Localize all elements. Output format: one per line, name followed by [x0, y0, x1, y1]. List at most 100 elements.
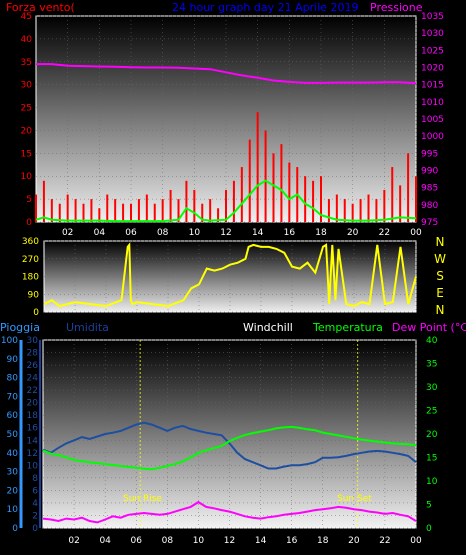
- x-tick-label: 06: [131, 536, 143, 546]
- left-tick-label: 0: [26, 218, 32, 228]
- x-tick-label: 22: [379, 228, 390, 238]
- humidity-line: [42, 421, 417, 470]
- pioggia-label: Pioggia: [0, 321, 40, 334]
- x-tick-label: 00: [410, 228, 422, 238]
- left-tick-label: 45: [21, 12, 32, 22]
- umidita-label: Umidita: [66, 321, 109, 334]
- compass-letter: S: [436, 269, 444, 283]
- direction-tick-label: 180: [22, 273, 39, 283]
- temperature-tick-label: 10: [426, 477, 438, 487]
- x-tick-label: 14: [252, 228, 264, 238]
- left-tick-label: 25: [21, 104, 32, 114]
- humidity-tick-label: 22: [27, 386, 38, 396]
- right-tick-label: 980: [421, 201, 438, 211]
- humidity-tick-label: 8: [32, 474, 38, 484]
- humidity-tick-label: 26: [27, 361, 39, 371]
- humidity-tick-label: 28: [27, 349, 39, 359]
- temperature-tick-label: 20: [426, 430, 438, 440]
- rain-tick-label: 30: [7, 468, 19, 478]
- wind-pressure-lines: [35, 63, 417, 223]
- rain-tick-label: 90: [7, 355, 19, 365]
- wind-pressure-plot-area: [35, 15, 417, 223]
- humidity-tick-label: 2: [32, 511, 38, 521]
- humidity-tick-label: 18: [27, 411, 39, 421]
- humidity-tick-label: 24: [27, 374, 39, 384]
- left-tick-label: 20: [21, 126, 33, 136]
- humidity-tick-label: 14: [27, 436, 39, 446]
- wind-avg-line: [35, 179, 417, 223]
- rain-tick-label: 100: [1, 336, 18, 346]
- x-tick-label: 04: [94, 228, 106, 238]
- x-tick-label: 18: [315, 228, 327, 238]
- temperature-tick-label: 30: [426, 383, 438, 393]
- x-tick-label: 20: [348, 536, 360, 546]
- x-tick-label: 08: [157, 228, 169, 238]
- direction-tick-label: 90: [28, 290, 40, 300]
- temperature-tick-label: 40: [426, 336, 438, 346]
- rain-tick-label: 0: [12, 524, 18, 534]
- temperature-tick-label: 15: [426, 454, 437, 464]
- pressure-line: [36, 63, 417, 85]
- sunset-label: Sun Set: [337, 494, 372, 504]
- humidity-temperature-lines: [42, 421, 417, 524]
- rain-tick-label: 60: [7, 411, 19, 421]
- x-tick-label: 22: [379, 536, 390, 546]
- rain-tick-label: 10: [7, 505, 19, 515]
- right-tick-label: 1000: [421, 132, 444, 142]
- humidity-temperature-gridlines: [19, 339, 417, 529]
- x-tick-label: 06: [125, 228, 137, 238]
- rain-tick-label: 80: [7, 374, 19, 384]
- right-tick-label: 1005: [421, 115, 444, 125]
- wind-direction-lines: [43, 242, 417, 308]
- x-tick-label: 20: [347, 228, 359, 238]
- sunrise-label: Sun Rise: [123, 494, 162, 504]
- x-tick-label: 10: [189, 228, 201, 238]
- left-tick-label: 35: [21, 58, 32, 68]
- wind-direction-line: [43, 242, 417, 308]
- right-tick-label: 990: [421, 167, 438, 177]
- temperature-tick-label: 5: [426, 501, 432, 511]
- left-tick-label: 15: [21, 149, 32, 159]
- humidity-tick-label: 12: [27, 449, 38, 459]
- temperature-tick-label: 25: [426, 407, 437, 417]
- x-tick-label: 08: [162, 536, 174, 546]
- temperature-tick-label: 35: [426, 360, 437, 370]
- wind-pressure-panel: 0510152025303540459759809859909951000100…: [6, 1, 444, 238]
- humidity-tick-label: 6: [32, 486, 38, 496]
- wind-direction-plot-area: [43, 240, 417, 313]
- x-tick-label: 12: [224, 536, 235, 546]
- temperature-line: [42, 425, 417, 471]
- x-tick-label: 18: [317, 536, 329, 546]
- wind-direction-tick-labels: 0 90 180 270 360: [22, 237, 39, 318]
- compass-letter: N: [436, 235, 445, 249]
- wind-gust-series: [35, 112, 417, 222]
- direction-tick-label: 0: [33, 308, 39, 318]
- compass-letter: N: [436, 303, 445, 317]
- humidity-temperature-panel: 0246810121416182022242628300102030405060…: [0, 321, 466, 546]
- x-tick-label: 02: [62, 228, 73, 238]
- right-tick-label: 1025: [421, 46, 444, 56]
- left-tick-label: 40: [21, 35, 33, 45]
- humidity-tick-label: 10: [27, 461, 39, 471]
- temperatura-label: Temperatura: [312, 321, 383, 334]
- right-tick-label: 1020: [421, 64, 444, 74]
- x-tick-label: 04: [99, 536, 111, 546]
- humidity-tick-label: 16: [27, 424, 39, 434]
- right-tick-label: 1015: [421, 81, 444, 91]
- x-tick-label: 14: [255, 536, 267, 546]
- x-tick-label: 00: [410, 536, 422, 546]
- wind-axis-label: Forza vento(: [6, 1, 75, 14]
- left-tick-label: 10: [21, 172, 33, 182]
- x-tick-label: 12: [220, 228, 231, 238]
- right-tick-label: 1010: [421, 98, 444, 108]
- left-tick-label: 30: [21, 81, 33, 91]
- rain-tick-label: 40: [7, 449, 19, 459]
- right-tick-label: 975: [421, 218, 438, 228]
- temperature-tick-label: 0: [426, 524, 432, 534]
- rain-tick-label: 70: [7, 392, 19, 402]
- right-tick-label: 1035: [421, 12, 444, 22]
- dewpoint-label: Dew Point (°C): [392, 321, 466, 334]
